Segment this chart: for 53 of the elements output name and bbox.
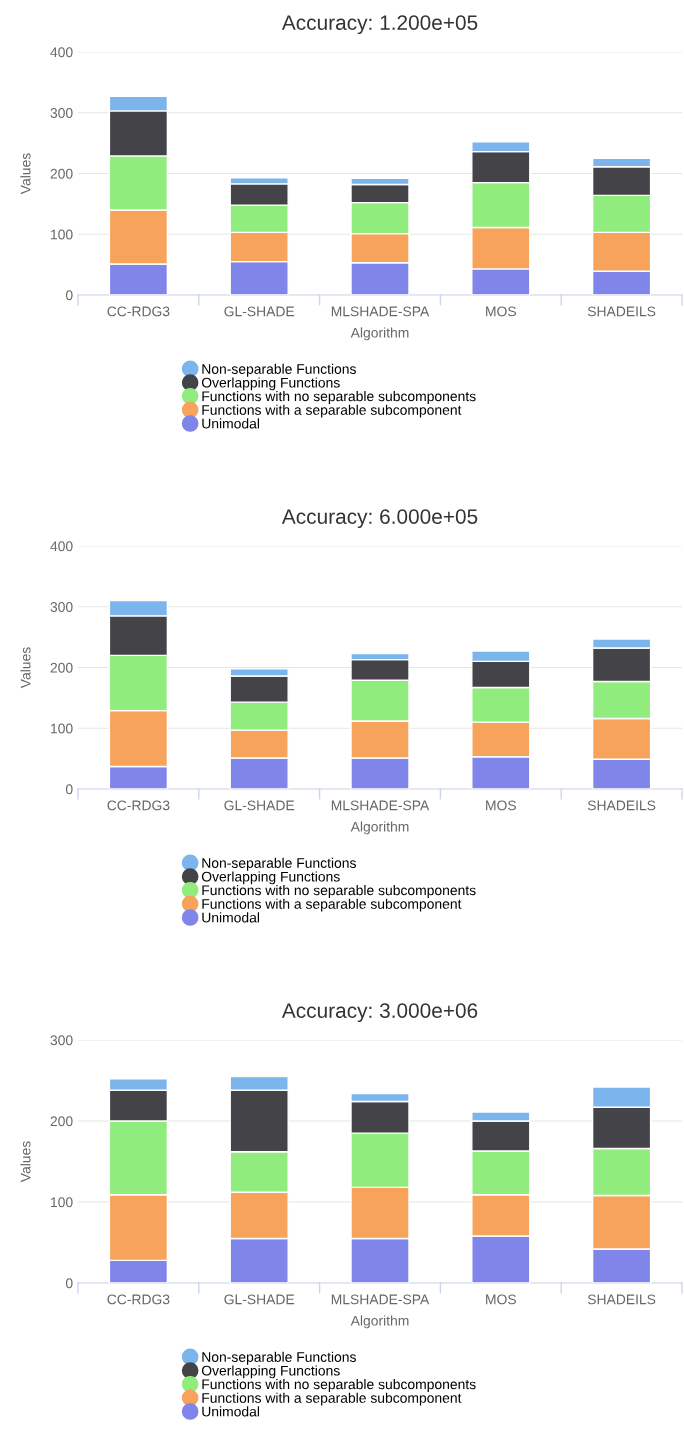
legend-label: Functions with no separable subcomponents: [202, 1379, 476, 1392]
y-tick-label: 200: [50, 1116, 73, 1127]
y-axis-title: Values: [20, 153, 31, 195]
legend-label: Functions with a separable subcomponent: [202, 404, 462, 418]
x-tick-label: GL-SHADE: [224, 306, 295, 317]
y-tick-label: 200: [50, 662, 73, 673]
x-tick-label: CC-RDG3: [107, 800, 170, 811]
y-tick-label: 100: [51, 229, 73, 240]
legend-label: Non-separable Functions: [202, 363, 356, 377]
legend-label: Unimodal: [202, 912, 260, 923]
y-tick-label: 400: [50, 541, 73, 552]
x-tick-label: MOS: [486, 1294, 516, 1305]
legend-label: Overlapping Functions: [201, 871, 340, 885]
x-tick-label: CC-RDG3: [107, 306, 170, 317]
x-axis-title: Algorithm: [350, 1315, 409, 1329]
x-tick-label: MOS: [486, 306, 516, 317]
legend-label: Functions with a separable subcomponent: [202, 1392, 462, 1406]
y-tick-label: 200: [50, 168, 73, 179]
y-tick-label: 0: [65, 1278, 73, 1289]
x-tick-label: SHADEILS: [587, 1294, 656, 1305]
y-axis-title: Values: [20, 1141, 31, 1183]
legend-label: Overlapping Functions: [201, 1365, 340, 1379]
legend-label: Functions with no separable subcomponents: [202, 885, 476, 898]
y-tick-label: 100: [51, 723, 73, 734]
y-tick-label: 300: [50, 602, 73, 612]
chart-title: Accuracy: 1.200e+05: [281, 15, 478, 35]
legend-label: Non-separable Functions: [202, 857, 356, 871]
x-tick-label: SHADEILS: [587, 306, 656, 317]
y-tick-label: 300: [50, 108, 73, 118]
x-tick-label: MLSHADE-SPA: [331, 800, 430, 811]
x-tick-label: MLSHADE-SPA: [331, 1294, 430, 1305]
y-tick-label: 100: [51, 1197, 73, 1208]
x-tick-label: GL-SHADE: [224, 1294, 295, 1305]
x-tick-label: MLSHADE-SPA: [331, 306, 430, 317]
y-tick-label: 300: [50, 1035, 73, 1046]
x-axis-title: Algorithm: [350, 327, 409, 341]
x-axis-title: Algorithm: [350, 821, 409, 835]
legend-label: Functions with a separable subcomponent: [202, 898, 462, 912]
y-axis-title: Values: [20, 647, 31, 689]
x-tick-label: SHADEILS: [587, 800, 656, 811]
legend-label: Unimodal: [202, 418, 260, 429]
x-tick-label: GL-SHADE: [224, 800, 295, 811]
y-tick-label: 0: [65, 290, 73, 301]
legend-label: Non-separable Functions: [202, 1351, 356, 1365]
y-tick-label: 400: [50, 47, 73, 58]
x-tick-label: MOS: [486, 800, 516, 811]
y-tick-label: 0: [65, 784, 73, 795]
chart-title: Accuracy: 3.000e+06: [281, 1003, 478, 1023]
chart-title: Accuracy: 6.000e+05: [281, 509, 478, 529]
legend-label: Functions with no separable subcomponents: [202, 391, 476, 404]
legend-label: Unimodal: [202, 1406, 260, 1417]
legend-label: Overlapping Functions: [201, 377, 340, 391]
x-tick-label: CC-RDG3: [107, 1294, 170, 1305]
